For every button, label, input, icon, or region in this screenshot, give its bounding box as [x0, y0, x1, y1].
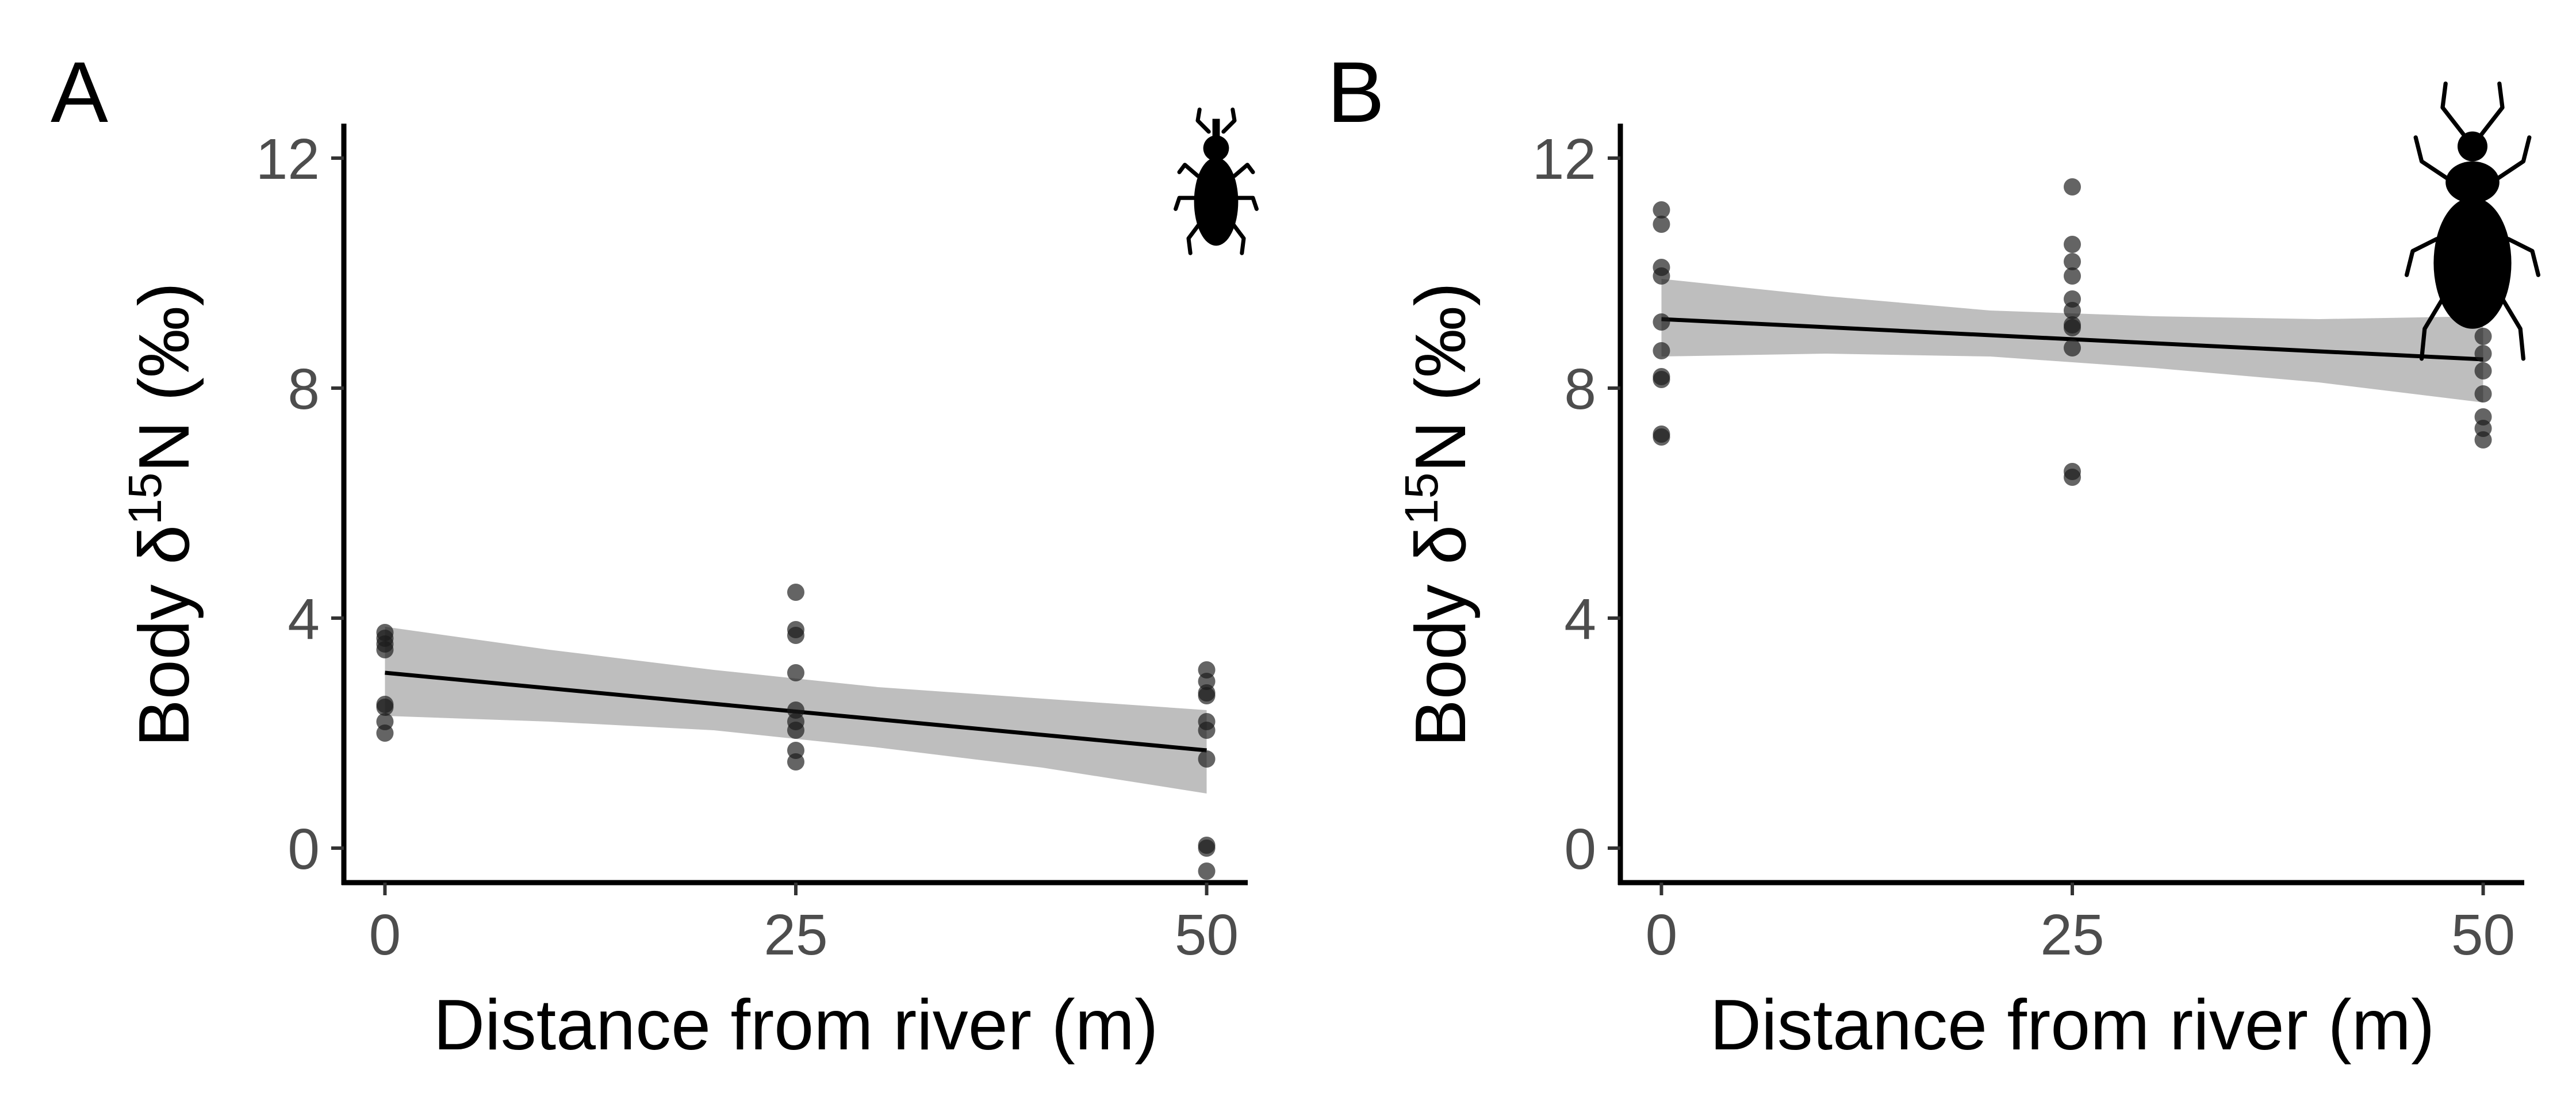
- weevil-silhouette-icon: [1174, 108, 1259, 255]
- panel-a: A 0 25 50 0 4 8 12 Distance from river (m) Body …: [51, 44, 1259, 1065]
- data-point: [2064, 236, 2081, 253]
- data-point: [2474, 345, 2492, 362]
- data-point: [2474, 431, 2492, 448]
- data-point: [2474, 385, 2492, 402]
- data-point: [1198, 722, 1216, 739]
- data-point: [1198, 750, 1216, 768]
- data-point: [2064, 339, 2081, 356]
- data-point: [787, 722, 804, 739]
- data-point: [787, 664, 804, 681]
- x-tick-label: 0: [369, 903, 401, 967]
- y-tick-label: 4: [1564, 587, 1596, 651]
- y-tick-label: 8: [288, 357, 320, 421]
- x-tick-label: 50: [1175, 903, 1239, 967]
- data-point: [376, 699, 394, 716]
- data-point: [1653, 428, 1670, 446]
- data-point: [2474, 362, 2492, 379]
- data-point: [1653, 313, 1670, 331]
- data-point: [787, 753, 804, 770]
- data-point: [1653, 201, 1670, 218]
- data-point: [376, 641, 394, 658]
- data-point: [1653, 216, 1670, 233]
- data-point: [1198, 862, 1216, 880]
- y-tick-label: 0: [288, 817, 320, 881]
- data-point: [2064, 302, 2081, 319]
- data-point: [1653, 371, 1670, 388]
- x-tick-label: 50: [2451, 903, 2515, 967]
- data-point: [2064, 319, 2081, 336]
- data-point: [2064, 253, 2081, 270]
- y-tick-label: 12: [1532, 127, 1596, 191]
- x-tick-label: 0: [1646, 903, 1678, 967]
- y-tick-label: 0: [1564, 817, 1596, 881]
- data-point: [1198, 687, 1216, 704]
- x-axis-title: Distance from river (m): [434, 986, 1159, 1065]
- y-tick-label: 4: [288, 587, 320, 651]
- ground-beetle-silhouette-icon: [2404, 81, 2541, 361]
- y-tick-label: 8: [1564, 357, 1596, 421]
- y-axis-title: Body δ15N (‰): [1396, 282, 1481, 747]
- y-axis-title: Body δ15N (‰): [119, 282, 204, 747]
- data-point: [2064, 469, 2081, 486]
- x-tick-label: 25: [764, 903, 827, 967]
- data-point: [1653, 342, 1670, 359]
- y-tick-label: 12: [256, 127, 320, 191]
- panel-letter: A: [51, 44, 108, 140]
- data-point: [1198, 839, 1216, 857]
- panel-letter: B: [1327, 44, 1385, 140]
- data-point: [2064, 267, 2081, 285]
- x-tick-label: 25: [2040, 903, 2104, 967]
- data-point: [2064, 178, 2081, 195]
- x-axis-title: Distance from river (m): [1710, 986, 2435, 1065]
- data-point: [787, 584, 804, 601]
- panel-b: B 0 25 50 0 4 8 12 Distance from river (m) Body …: [1327, 44, 2541, 1065]
- data-point: [376, 724, 394, 742]
- data-point: [2474, 328, 2492, 345]
- data-point: [1653, 267, 1670, 285]
- data-point: [787, 627, 804, 644]
